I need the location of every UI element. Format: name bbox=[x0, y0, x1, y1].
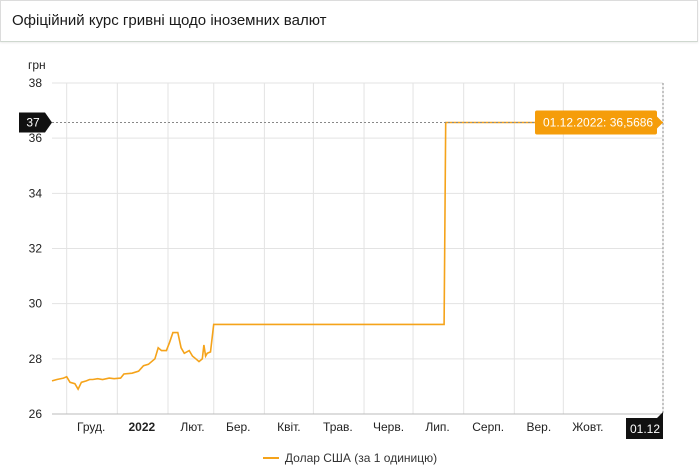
page-title: Офіційний курс гривні щодо іноземних вал… bbox=[12, 12, 327, 29]
x-axis-ticks: Груд. 2022 Лют. Бер. Квіт. Трав. Черв. Лип. Серп… bbox=[77, 420, 603, 434]
x-tick-label: Черв. bbox=[373, 420, 404, 434]
crosshair-y-marker-bg bbox=[19, 112, 52, 133]
y-axis-ticks: 26 28 30 32 34 36 38 bbox=[29, 76, 43, 421]
x-tick-label: Серп. bbox=[472, 420, 504, 434]
crosshair-x-marker-label: 01.12 bbox=[630, 422, 660, 436]
legend-label[interactable]: Долар США (за 1 одиницю) bbox=[284, 451, 438, 465]
crosshair-y-marker: 37 bbox=[19, 112, 52, 133]
crosshair-x-marker: 01.12 bbox=[626, 412, 663, 439]
y-tick-label: 28 bbox=[29, 352, 43, 366]
y-tick-label: 32 bbox=[29, 242, 43, 256]
tooltip-background bbox=[535, 110, 657, 135]
x-tick-label: Трав. bbox=[323, 420, 353, 434]
x-tick-label: 2022 bbox=[129, 420, 156, 434]
legend-line-swatch bbox=[262, 457, 279, 459]
page-header: Офіційний курс гривні щодо іноземних вал… bbox=[0, 0, 698, 42]
y-axis-label: грн bbox=[28, 58, 46, 72]
tooltip-label: 01.12.2022: 36,5686 bbox=[543, 115, 653, 129]
chart-area[interactable]: грн 26 28 30 32 34 36 38 Груд. 2022 Лют. Бер. Квіт… bbox=[0, 45, 700, 470]
y-tick-label: 36 bbox=[29, 131, 43, 145]
y-tick-label: 26 bbox=[29, 407, 43, 421]
x-tick-label: Квіт. bbox=[277, 420, 301, 434]
crosshair-x-marker-bg bbox=[626, 412, 663, 439]
x-tick-label: Жовт. bbox=[572, 420, 603, 434]
x-tick-label: Лют. bbox=[180, 420, 204, 434]
rate-line-chart[interactable]: грн 26 28 30 32 34 36 38 Груд. 2022 Лют. Бер. Квіт… bbox=[0, 45, 700, 470]
crosshair-y-marker-label: 37 bbox=[26, 115, 40, 129]
x-tick-label: Бер. bbox=[226, 420, 251, 434]
y-tick-label: 30 bbox=[29, 297, 43, 311]
y-tick-label: 38 bbox=[29, 76, 43, 90]
tooltip-pointer bbox=[657, 116, 663, 129]
y-tick-label: 34 bbox=[29, 186, 43, 200]
data-tooltip: 01.12.2022: 36,5686 bbox=[535, 110, 663, 135]
x-tick-label: Вер. bbox=[526, 420, 551, 434]
chart-legend[interactable]: Долар США (за 1 одиницю) bbox=[0, 448, 700, 468]
series-line bbox=[51, 121, 663, 391]
x-tick-label: Груд. bbox=[77, 420, 105, 434]
x-tick-label: Лип. bbox=[425, 420, 449, 434]
